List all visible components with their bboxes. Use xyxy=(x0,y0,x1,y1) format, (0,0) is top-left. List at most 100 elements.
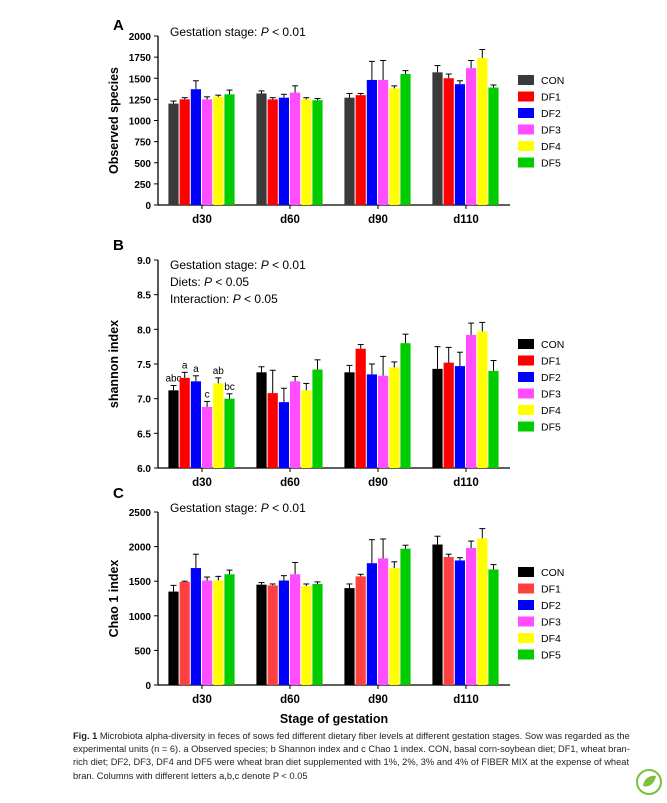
panel-c-bar xyxy=(378,558,389,685)
panel-a-bar xyxy=(477,57,488,205)
panel-b-bar xyxy=(454,366,465,468)
panel-a-bar xyxy=(466,68,477,205)
panel-a-legend-swatch xyxy=(518,91,534,102)
panel-b-bar xyxy=(378,375,389,468)
panel-a-bar xyxy=(202,99,213,205)
panel-b-annotation: Gestation stage: P < 0.01 xyxy=(170,258,306,272)
panel-b-bar xyxy=(488,370,499,468)
panel-c-xtick-label: d90 xyxy=(368,694,388,706)
panel-b-bar xyxy=(202,406,213,468)
panel-b-significance-label: ab xyxy=(213,366,225,377)
panel-b-bar xyxy=(267,393,278,468)
panel-c-legend-swatch xyxy=(518,633,534,643)
panel-c-legend-swatch xyxy=(518,649,534,660)
panel-c-legend-label: DF4 xyxy=(541,633,561,645)
panel-c-bar xyxy=(224,574,235,685)
panel-c-bar xyxy=(454,560,465,685)
panel-a-xtick-label: d110 xyxy=(453,214,479,226)
panel-a-legend-swatch xyxy=(518,124,534,135)
leaf-logo-icon xyxy=(635,768,663,796)
panel-a-legend-label: DF3 xyxy=(541,125,561,137)
panel-b-ytick-label: 8.5 xyxy=(137,291,151,302)
panel-c-bar xyxy=(290,574,301,685)
caption-text: Microbiota alpha-diversity in feces of s… xyxy=(73,731,630,781)
panel-b-xtick-label: d60 xyxy=(280,477,300,489)
panel-b-bar xyxy=(301,390,312,468)
panel-b-bar xyxy=(477,331,488,468)
panel-a-ytick-label: 250 xyxy=(134,180,151,191)
panel-a-bar xyxy=(190,89,201,205)
panel-a-xtick-label: d60 xyxy=(280,214,300,226)
panel-a-bar xyxy=(168,103,179,205)
panel-c-ytick-label: 1000 xyxy=(129,612,152,623)
panel-c-ytick-label: 0 xyxy=(145,681,151,692)
panel-b-legend-label: DF2 xyxy=(541,372,561,384)
panel-c-xlabel: Stage of gestation xyxy=(280,712,388,726)
caption-label: Fig. 1 xyxy=(73,731,98,741)
panel-c-annotation: Gestation stage: P < 0.01 xyxy=(170,501,306,515)
panel-b-bar xyxy=(256,372,267,468)
panel-b-significance-label: a xyxy=(182,360,188,371)
panel-b-legend-label: DF1 xyxy=(541,356,561,368)
panel-b-bar xyxy=(213,383,224,468)
panel-b-ytick-label: 7.5 xyxy=(137,360,151,371)
panel-b-bar xyxy=(389,367,400,468)
panel-a-xtick-label: d30 xyxy=(192,214,212,226)
figure-caption: Fig. 1 Microbiota alpha-diversity in fec… xyxy=(73,730,643,783)
panel-c-bar xyxy=(301,586,312,685)
panel-b-legend-swatch xyxy=(518,388,534,399)
panel-b-legend-label: DF3 xyxy=(541,389,561,401)
panel-b-bar xyxy=(312,369,323,468)
panel-a-bar xyxy=(443,78,454,205)
panel-b-bar xyxy=(443,362,454,468)
panel-a-legend-label: CON xyxy=(541,75,564,87)
panel-c-legend-label: DF1 xyxy=(541,584,561,596)
panel-c-bar xyxy=(213,580,224,685)
panel-a-legend-label: DF5 xyxy=(541,158,561,170)
panel-c-bar xyxy=(179,581,190,685)
panel-a-bar xyxy=(224,94,235,205)
panel-b-ylabel: shannon index xyxy=(107,320,121,408)
panel-a-legend-swatch xyxy=(518,157,534,168)
panel-b-legend-label: DF5 xyxy=(541,422,561,434)
panel-b-bar xyxy=(168,390,179,468)
panel-c-legend-swatch xyxy=(518,567,534,577)
panel-a-bar xyxy=(290,92,301,205)
panel-b-xtick-label: d30 xyxy=(192,477,212,489)
panel-b-significance-label: bc xyxy=(224,382,235,393)
panel-a-legend-swatch xyxy=(518,141,534,151)
panel-c-bar xyxy=(443,556,454,685)
panel-b-ytick-label: 7.0 xyxy=(137,395,151,406)
panel-c-legend-label: CON xyxy=(541,567,564,579)
panel-b-legend-swatch xyxy=(518,339,534,349)
panel-a-bar xyxy=(344,97,355,205)
panel-a-legend-label: DF4 xyxy=(541,141,561,153)
panel-a-legend-swatch xyxy=(518,108,534,118)
panel-c-bar xyxy=(488,569,499,685)
panel-b-xtick-label: d110 xyxy=(453,477,479,489)
panel-a-ytick-label: 1500 xyxy=(129,74,152,85)
panel-a-legend-label: DF2 xyxy=(541,108,561,120)
panel-b-bar xyxy=(344,372,355,468)
panel-c-bar xyxy=(366,563,377,685)
panel-c-bar xyxy=(477,538,488,685)
panel-b-bar xyxy=(278,402,289,468)
panel-a-ytick-label: 1250 xyxy=(129,95,152,106)
panel-a-bar xyxy=(389,88,400,205)
panel-b-significance-label: abc xyxy=(165,373,181,384)
panel-c-letter: C xyxy=(113,485,124,502)
panel-b-xtick-label: d90 xyxy=(368,477,388,489)
panel-b-legend-swatch xyxy=(518,355,534,366)
panel-a-bar xyxy=(278,97,289,205)
panel-c-ytick-label: 2500 xyxy=(129,508,152,519)
panel-b-bar xyxy=(432,368,443,468)
panel-c-ytick-label: 500 xyxy=(134,646,151,657)
panel-b-bar xyxy=(224,398,235,468)
panel-c-xtick-label: d30 xyxy=(192,694,212,706)
panel-c-legend-label: DF2 xyxy=(541,600,561,612)
panel-a-legend-label: DF1 xyxy=(541,92,561,104)
panel-a-xtick-label: d90 xyxy=(368,214,388,226)
panel-b-bar xyxy=(355,348,366,468)
